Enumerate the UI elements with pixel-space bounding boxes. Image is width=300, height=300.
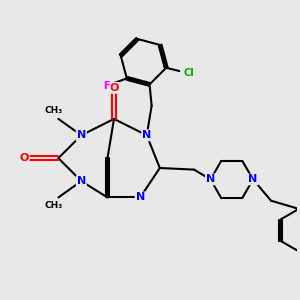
- Text: Cl: Cl: [183, 68, 194, 78]
- Text: N: N: [136, 192, 145, 203]
- Text: O: O: [109, 83, 119, 93]
- Text: CH₃: CH₃: [44, 106, 63, 115]
- Text: O: O: [20, 153, 29, 163]
- Text: F: F: [103, 80, 110, 91]
- Text: N: N: [77, 130, 86, 140]
- Text: N: N: [142, 130, 152, 140]
- Text: N: N: [206, 174, 215, 184]
- Text: N: N: [248, 174, 258, 184]
- Text: N: N: [77, 176, 86, 186]
- Text: CH₃: CH₃: [44, 201, 63, 210]
